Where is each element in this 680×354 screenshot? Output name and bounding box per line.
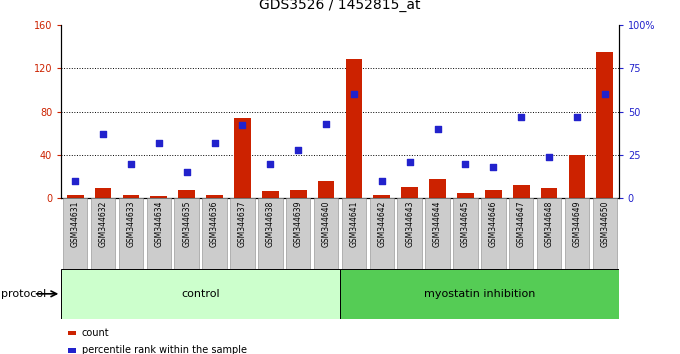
Bar (258, 198, 283, 269)
Text: GSM344647: GSM344647 (517, 200, 526, 247)
Bar (513, 185, 530, 198)
Text: GSM344646: GSM344646 (489, 200, 498, 247)
Bar (373, 195, 390, 198)
Point (516, 114, 527, 120)
Bar (340, 269, 619, 319)
Text: GSM344633: GSM344633 (126, 200, 135, 247)
Point (571, 114, 582, 120)
Bar (485, 190, 502, 198)
Bar (341, 198, 367, 269)
Bar (206, 195, 223, 198)
Point (125, 161, 136, 166)
Text: GSM344638: GSM344638 (266, 200, 275, 247)
Bar (509, 198, 534, 269)
Bar (453, 198, 478, 269)
Text: GSM344648: GSM344648 (545, 200, 554, 247)
Bar (150, 196, 167, 198)
Bar (401, 187, 418, 198)
Bar (564, 198, 590, 269)
Bar (174, 198, 199, 269)
Point (377, 178, 388, 184)
Bar (425, 198, 450, 269)
Point (404, 159, 415, 165)
Bar (481, 198, 506, 269)
Bar (262, 191, 279, 198)
Bar (122, 195, 139, 198)
Point (460, 161, 471, 166)
Bar (345, 59, 362, 198)
Text: percentile rank within the sample: percentile rank within the sample (82, 346, 247, 354)
Bar (68, 331, 76, 335)
Point (488, 164, 499, 170)
Point (292, 147, 303, 153)
Text: GSM344650: GSM344650 (600, 200, 609, 247)
Point (70, 178, 80, 184)
Bar (537, 198, 562, 269)
Point (154, 140, 165, 145)
Point (209, 140, 220, 145)
Text: GSM344639: GSM344639 (294, 200, 303, 247)
Bar (146, 198, 171, 269)
Point (321, 121, 332, 126)
Text: GSM344632: GSM344632 (99, 200, 107, 247)
Text: protocol: protocol (1, 289, 46, 299)
Text: GSM344637: GSM344637 (238, 200, 247, 247)
Bar (230, 198, 255, 269)
Point (237, 122, 248, 128)
Text: myostatin inhibition: myostatin inhibition (424, 289, 535, 299)
Bar (541, 188, 558, 198)
Bar (95, 188, 112, 198)
Text: GDS3526 / 1452815_at: GDS3526 / 1452815_at (259, 0, 421, 12)
Point (600, 91, 611, 97)
Text: GSM344643: GSM344643 (405, 200, 414, 247)
Bar (202, 198, 227, 269)
Bar (61, 269, 340, 319)
Bar (596, 52, 613, 198)
Text: GSM344644: GSM344644 (433, 200, 442, 247)
Text: GSM344641: GSM344641 (350, 200, 358, 247)
Bar (286, 198, 311, 269)
Bar (290, 190, 307, 198)
Text: GSM344634: GSM344634 (154, 200, 163, 247)
Text: count: count (82, 328, 109, 338)
Text: control: control (182, 289, 220, 299)
Bar (429, 179, 446, 198)
Bar (318, 181, 335, 198)
Point (265, 161, 276, 166)
Bar (457, 193, 474, 198)
Bar (63, 198, 88, 269)
Bar (568, 155, 585, 198)
Text: GSM344636: GSM344636 (210, 200, 219, 247)
Text: GSM344649: GSM344649 (573, 200, 581, 247)
Point (544, 154, 555, 159)
Text: GSM344635: GSM344635 (182, 200, 191, 247)
Bar (313, 198, 339, 269)
Point (181, 170, 192, 175)
Bar (178, 190, 195, 198)
Point (98, 131, 109, 137)
Point (348, 91, 359, 97)
Text: GSM344640: GSM344640 (322, 200, 330, 247)
Bar (234, 118, 251, 198)
Bar (369, 198, 394, 269)
Text: GSM344631: GSM344631 (71, 200, 80, 247)
Point (432, 126, 443, 132)
Bar (90, 198, 116, 269)
Bar (67, 195, 84, 198)
Text: GSM344645: GSM344645 (461, 200, 470, 247)
Bar (397, 198, 422, 269)
Bar (592, 198, 617, 269)
Bar (68, 348, 76, 353)
Text: GSM344642: GSM344642 (377, 200, 386, 247)
Bar (118, 198, 143, 269)
